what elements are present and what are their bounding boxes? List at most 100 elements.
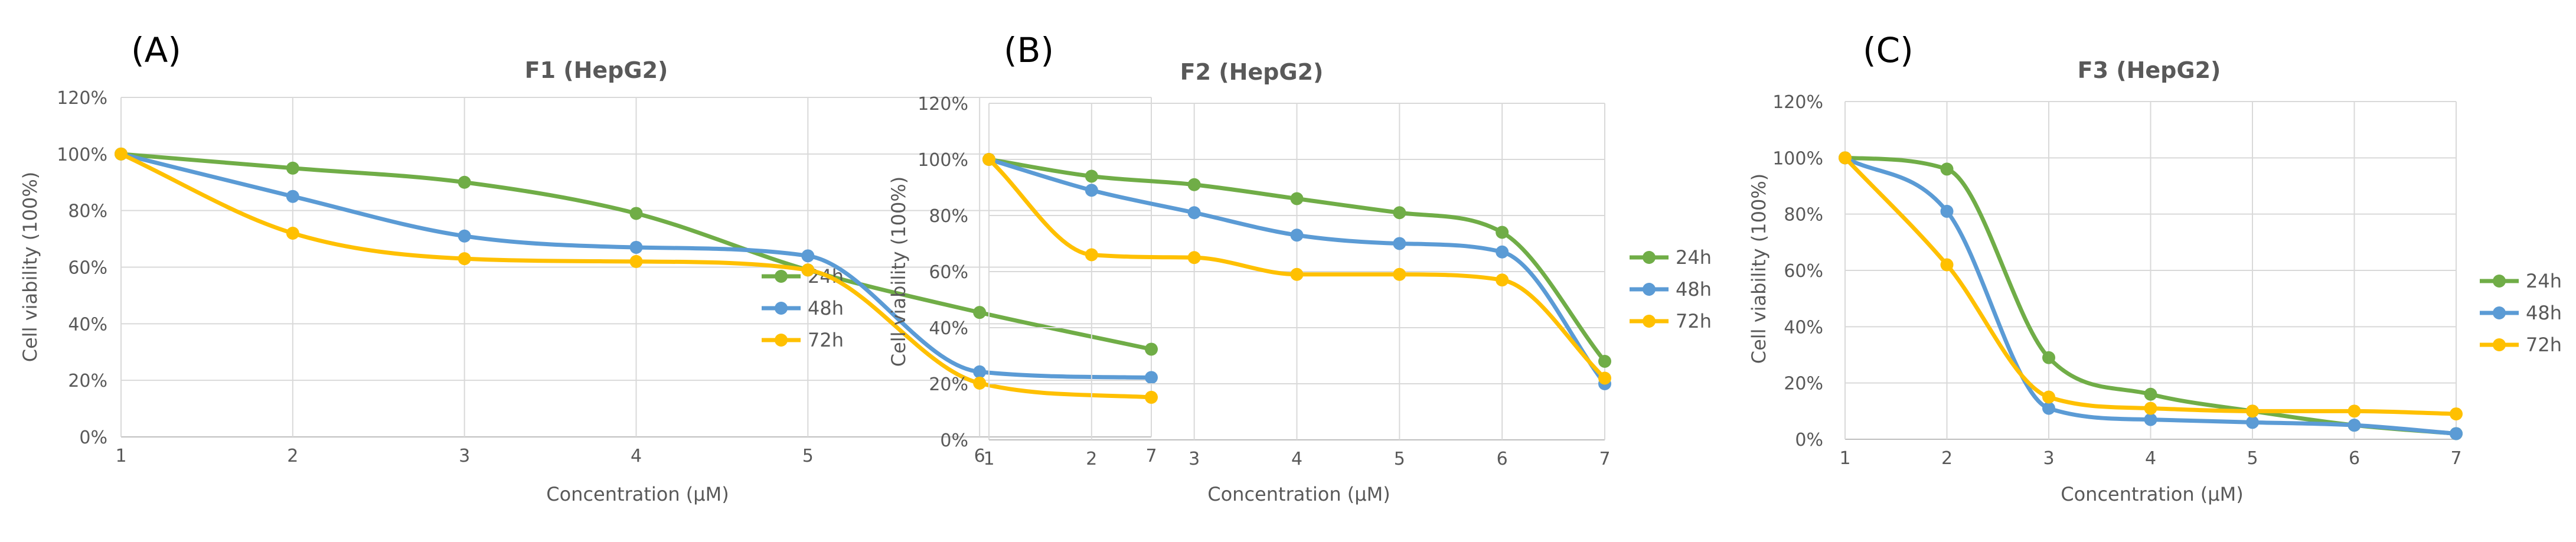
y-tick-label: 80% (1784, 205, 1823, 226)
data-point-72h (286, 227, 299, 240)
x-tick-label: 6 (1497, 449, 1508, 469)
data-point-24h (1187, 178, 1201, 191)
data-point-48h (1496, 245, 1509, 259)
x-tick-label: 2 (1941, 448, 1953, 469)
legend-item-72h: 72h (2480, 334, 2562, 356)
data-point-48h (801, 249, 815, 263)
legend-item-48h: 48h (1630, 278, 1712, 301)
data-point-48h (2042, 401, 2055, 415)
legend-item-24h: 24h (2480, 270, 2562, 292)
data-point-48h (1290, 228, 1304, 242)
y-axis-title: Cell viability (100%) (19, 172, 41, 363)
data-point-48h (2144, 413, 2157, 426)
data-point-72h (2042, 390, 2055, 404)
x-tick-label: 3 (459, 446, 470, 466)
legend-item-48h: 48h (2480, 302, 2562, 324)
y-tick-label: 40% (1784, 317, 1823, 338)
legend-label: 48h (808, 297, 844, 319)
data-point-24h (458, 175, 471, 189)
x-axis-title: Concentration (µM) (1207, 483, 1390, 505)
data-point-72h (2450, 407, 2463, 421)
data-point-48h (2246, 416, 2259, 429)
x-tick-label: 4 (1291, 449, 1302, 469)
data-point-72h (973, 376, 987, 390)
data-point-72h (1393, 267, 1406, 281)
data-point-72h (1290, 267, 1304, 281)
data-point-48h (1085, 184, 1098, 197)
legend-label: 72h (1676, 310, 1712, 332)
y-tick-label: 20% (68, 371, 107, 391)
x-tick-label: 4 (631, 446, 642, 466)
data-point-72h (629, 254, 643, 268)
data-point-24h (629, 207, 643, 220)
chart-panel-1: (A) F1 (HepG2)0%20%40%60%80%100%120%1 2 3 4 5… (19, 30, 1158, 505)
y-axis-title: Cell viability (100%) (887, 177, 910, 367)
data-point-24h (1496, 226, 1509, 239)
data-point-72h (1839, 151, 1852, 165)
legend-marker (775, 302, 788, 315)
data-point-48h (1145, 371, 1158, 384)
panel-label: (A) (131, 30, 181, 70)
x-tick-label: 5 (2247, 448, 2258, 469)
series-72h (982, 153, 1611, 385)
legend-marker (2493, 338, 2506, 351)
y-tick-label: 80% (929, 206, 968, 227)
data-point-72h (1085, 248, 1098, 262)
y-tick-label: 20% (929, 374, 968, 395)
data-point-24h (286, 161, 299, 175)
data-point-48h (2348, 419, 2361, 432)
legend-label: 24h (1676, 246, 1712, 269)
x-tick-label: 5 (1394, 449, 1405, 469)
x-tick-label: 4 (2145, 448, 2156, 469)
y-tick-label: 0% (79, 427, 107, 448)
data-point-72h (1187, 251, 1201, 265)
x-axis-title: Concentration (µM) (546, 483, 729, 505)
series-48h (115, 147, 1158, 384)
x-tick-label: 1 (115, 446, 126, 466)
data-point-24h (1085, 169, 1098, 183)
y-tick-label: 120% (1772, 92, 1823, 113)
y-tick-label: 100% (57, 145, 107, 165)
legend-marker (1643, 283, 1656, 296)
legend-marker (775, 334, 788, 347)
data-point-48h (2450, 427, 2463, 440)
panel-label: (C) (1863, 30, 1914, 70)
data-point-24h (2042, 351, 2055, 364)
x-tick-label: 3 (1189, 449, 1200, 469)
chart-title: F2 (HepG2) (1180, 59, 1324, 85)
x-tick-label: 2 (1086, 449, 1097, 469)
legend-marker (1643, 315, 1656, 328)
data-point-48h (973, 365, 987, 378)
y-tick-label: 60% (929, 262, 968, 283)
legend-label: 24h (2526, 270, 2562, 292)
data-point-24h (1145, 342, 1158, 356)
data-point-48h (1393, 237, 1406, 250)
data-point-48h (286, 190, 299, 203)
data-point-24h (1940, 162, 1954, 176)
y-axis-title: Cell viability (100%) (1748, 174, 1770, 364)
y-tick-label: 40% (929, 318, 968, 339)
data-point-72h (1145, 390, 1158, 404)
data-point-24h (1598, 355, 1611, 368)
x-tick-label: 2 (287, 446, 298, 466)
data-point-48h (1187, 206, 1201, 220)
data-point-72h (1496, 273, 1509, 287)
legend-label: 72h (808, 329, 844, 351)
data-point-48h (458, 229, 471, 243)
y-tick-label: 40% (68, 314, 107, 335)
y-tick-label: 120% (57, 88, 107, 109)
legend-label: 48h (1676, 278, 1712, 301)
data-point-72h (1598, 371, 1611, 385)
data-point-72h (458, 252, 471, 266)
data-point-72h (801, 263, 815, 277)
data-point-24h (1393, 206, 1406, 220)
legend-marker (775, 270, 788, 283)
data-point-72h (115, 147, 128, 161)
data-point-72h (2144, 401, 2157, 415)
legend-item-48h: 48h (762, 297, 844, 319)
data-point-72h (1940, 258, 1954, 272)
series-72h (115, 147, 1158, 404)
x-tick-label: 7 (1599, 449, 1610, 469)
data-point-24h (2144, 387, 2157, 401)
series-72h (1839, 151, 2463, 421)
